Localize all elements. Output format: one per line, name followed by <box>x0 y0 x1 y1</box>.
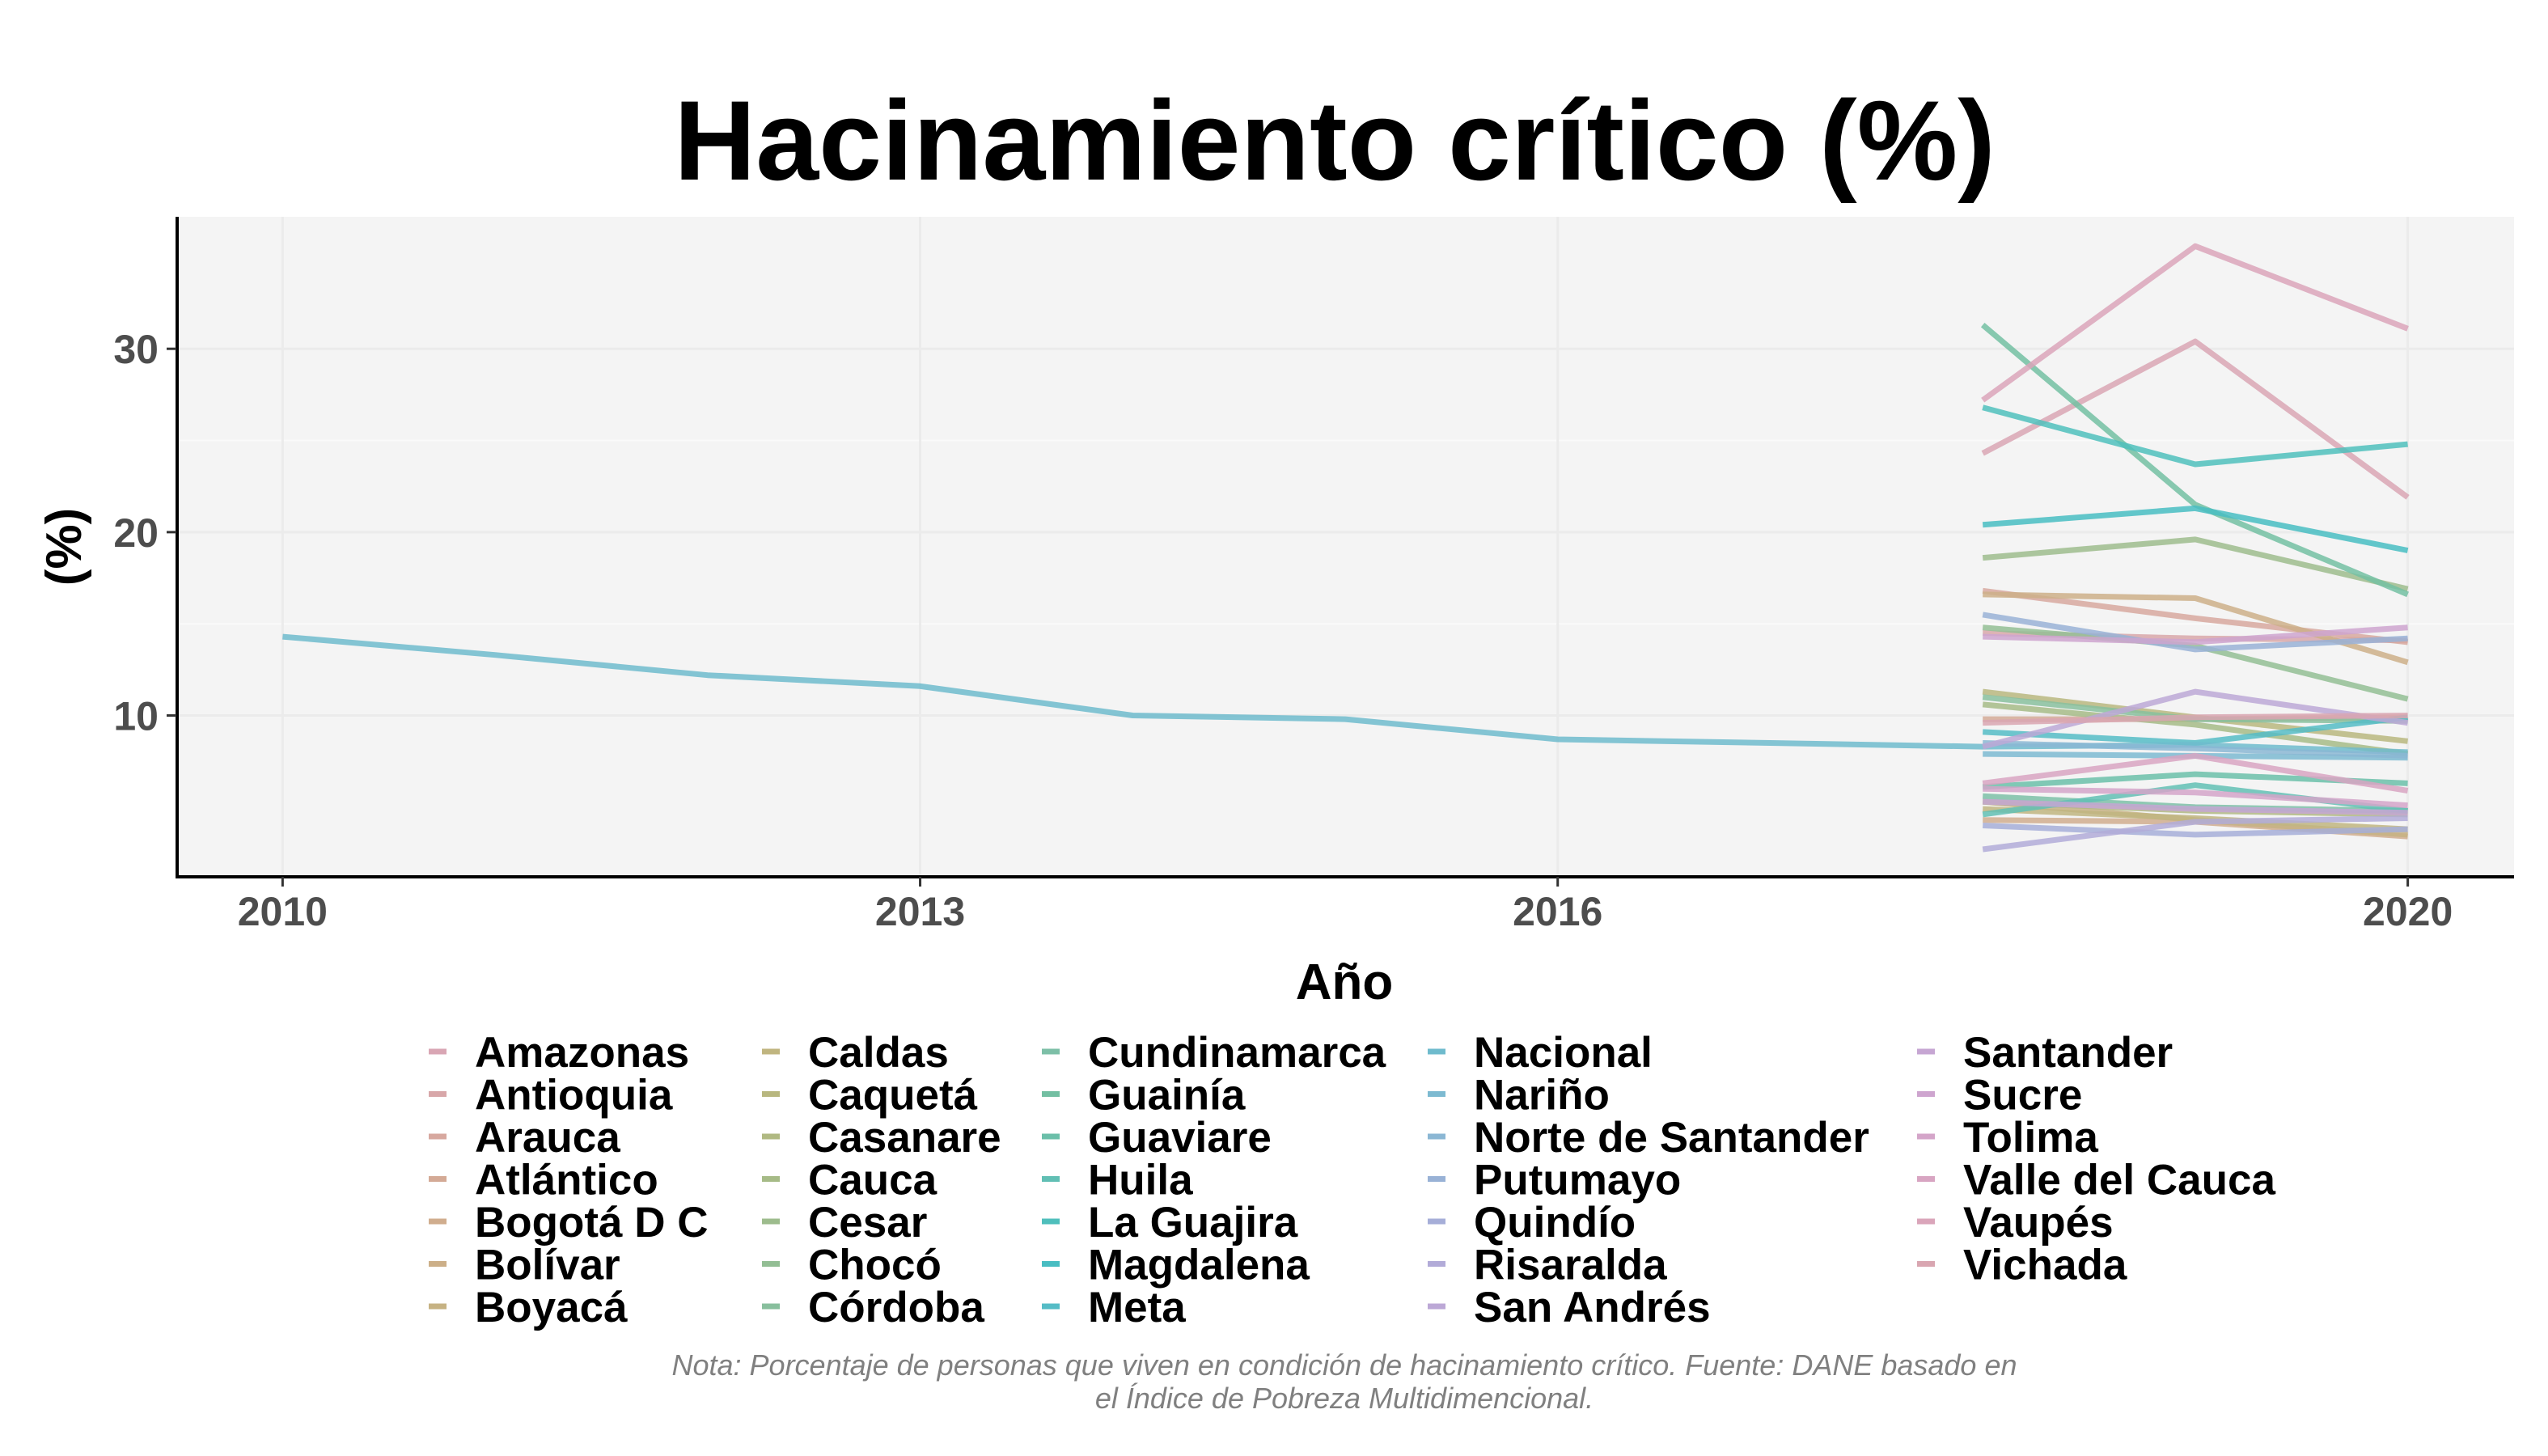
series-line-valle-del-cauca <box>1982 752 2409 794</box>
legend-label-antioquia: Antioquia <box>475 1072 673 1120</box>
x-tick-label: 2013 <box>875 889 965 934</box>
series-line-choco <box>1982 624 2409 702</box>
legend-label-risaralda: Risaralda <box>1474 1242 1667 1289</box>
y-tick-label: 10 <box>113 694 159 739</box>
x-tick-label: 2010 <box>238 889 328 934</box>
series-lines <box>282 243 2410 853</box>
y-tick-label: 30 <box>113 327 159 372</box>
legend-label-caldas: Caldas <box>808 1029 949 1077</box>
note-line-2: el Índice de Pobreza Multidimencional. <box>1095 1382 1594 1415</box>
series-line-cesar <box>1982 536 2409 592</box>
series-line-caldas <box>1983 806 2408 832</box>
legend-label-cesar: Cesar <box>808 1199 927 1246</box>
legend-label-sucre: Sucre <box>1963 1072 2082 1120</box>
legend-label-cundinamarca: Cundinamarca <box>1088 1029 1386 1077</box>
legend-label-bogota-d-c: Bogotá D C <box>475 1199 709 1246</box>
series-line-norte-de-santander <box>1983 740 2408 759</box>
legend-label-narino: Nariño <box>1474 1072 1610 1120</box>
series-line-risaralda <box>1982 815 2408 853</box>
series-line-quindio <box>1983 823 2408 838</box>
legend-label-la-guajira: La Guajira <box>1088 1199 1298 1246</box>
legend-label-tolima: Tolima <box>1963 1114 2098 1162</box>
series-line-vichada <box>1983 713 2408 726</box>
series-line-putumayo <box>1982 612 2408 653</box>
legend-label-putumayo: Putumayo <box>1474 1157 1681 1204</box>
legend-label-san-andres: San Andrés <box>1474 1284 1711 1331</box>
legend-label-santander: Santander <box>1963 1029 2173 1077</box>
x-tick-label: 2020 <box>2363 889 2453 934</box>
x-tick-label: 2016 <box>1513 889 1602 934</box>
series-line-san-andres <box>1982 688 2409 750</box>
y-axis-title: (%) <box>36 508 92 586</box>
legend-label-atlantico: Atlántico <box>475 1157 658 1204</box>
legend-label-guainia: Guainía <box>1088 1072 1246 1120</box>
legend-label-meta: Meta <box>1088 1284 1186 1331</box>
legend-label-nacional: Nacional <box>1474 1029 1653 1077</box>
series-line-la-guajira <box>1982 404 2408 468</box>
legend-label-huila: Huila <box>1088 1157 1193 1204</box>
legend-label-bolivar: Bolívar <box>475 1242 620 1289</box>
series-line-guainia <box>1980 323 2409 598</box>
legend-label-vichada: Vichada <box>1963 1242 2127 1289</box>
series-line-cauca <box>1982 701 2409 757</box>
series-line-vaupes <box>1981 243 2409 403</box>
legend-label-choco: Chocó <box>808 1242 942 1289</box>
legend-label-vaupes: Vaupés <box>1963 1199 2114 1246</box>
legend-label-quindio: Quindío <box>1474 1199 1636 1246</box>
axis-ticks: 10 20 30 2010 2013 2016 2020 <box>113 327 2453 934</box>
legend-label-arauca: Arauca <box>475 1114 620 1162</box>
legend-label-boyaca: Boyacá <box>475 1284 628 1331</box>
note-line-1: Nota: Porcentaje de personas que viven e… <box>671 1348 2017 1382</box>
series-line-amazonas <box>1981 338 2410 500</box>
legend-label-caqueta: Caquetá <box>808 1072 978 1120</box>
series-line-sucre <box>1983 624 2408 645</box>
legend-label-casanare: Casanare <box>808 1114 1001 1162</box>
legend-label-cordoba: Córdoba <box>808 1284 984 1331</box>
series-line-magdalena <box>1982 505 2409 553</box>
legend-label-cauca: Cauca <box>808 1157 938 1204</box>
legend-label-magdalena: Magdalena <box>1088 1242 1310 1289</box>
series-line-santander <box>1983 798 2408 816</box>
legend-label-valle-del-cauca: Valle del Cauca <box>1963 1157 2275 1204</box>
legend-label-norte-de-santander: Norte de Santander <box>1474 1114 1869 1162</box>
y-tick-label: 20 <box>113 510 159 556</box>
legend-label-amazonas: Amazonas <box>475 1029 689 1077</box>
legend-label-guaviare: Guaviare <box>1088 1114 1272 1162</box>
x-axis-title: Año <box>1296 954 1394 1010</box>
series-line-tolima <box>1983 785 2408 809</box>
chart-title: Hacinamiento crítico (%) <box>674 77 1996 204</box>
